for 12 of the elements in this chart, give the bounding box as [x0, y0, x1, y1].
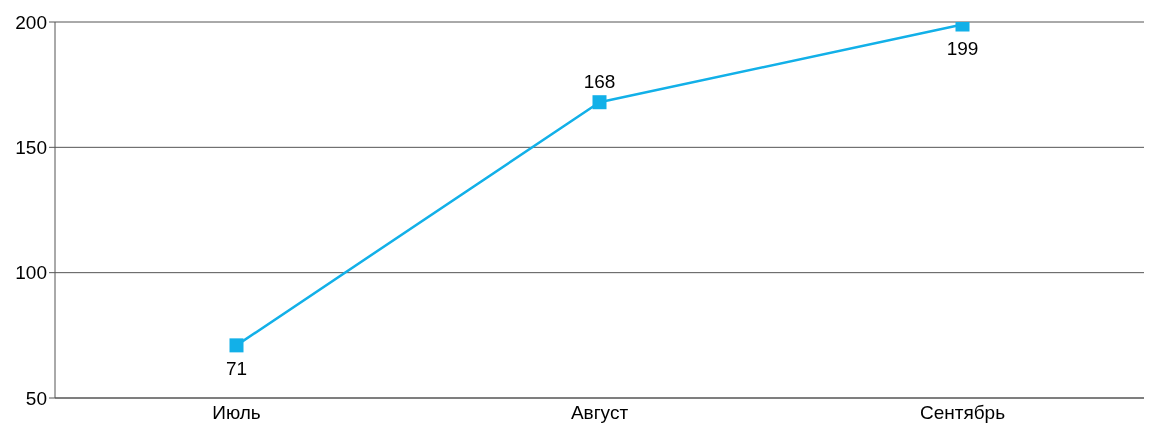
data-label: 71: [225, 358, 248, 380]
x-tick-label: Сентябрь: [919, 402, 1006, 424]
y-tick-label: 200: [15, 11, 47, 33]
y-tick-label: 50: [25, 387, 47, 409]
point: [229, 338, 244, 353]
x-tick-label: Август: [570, 402, 629, 424]
y-tick-label: 150: [15, 137, 47, 159]
point: [592, 95, 607, 110]
y-tick-label: 100: [15, 262, 47, 284]
x-tick-label: Июль: [212, 402, 261, 424]
data-label: 168: [583, 71, 616, 93]
data-label: 199: [946, 37, 979, 59]
